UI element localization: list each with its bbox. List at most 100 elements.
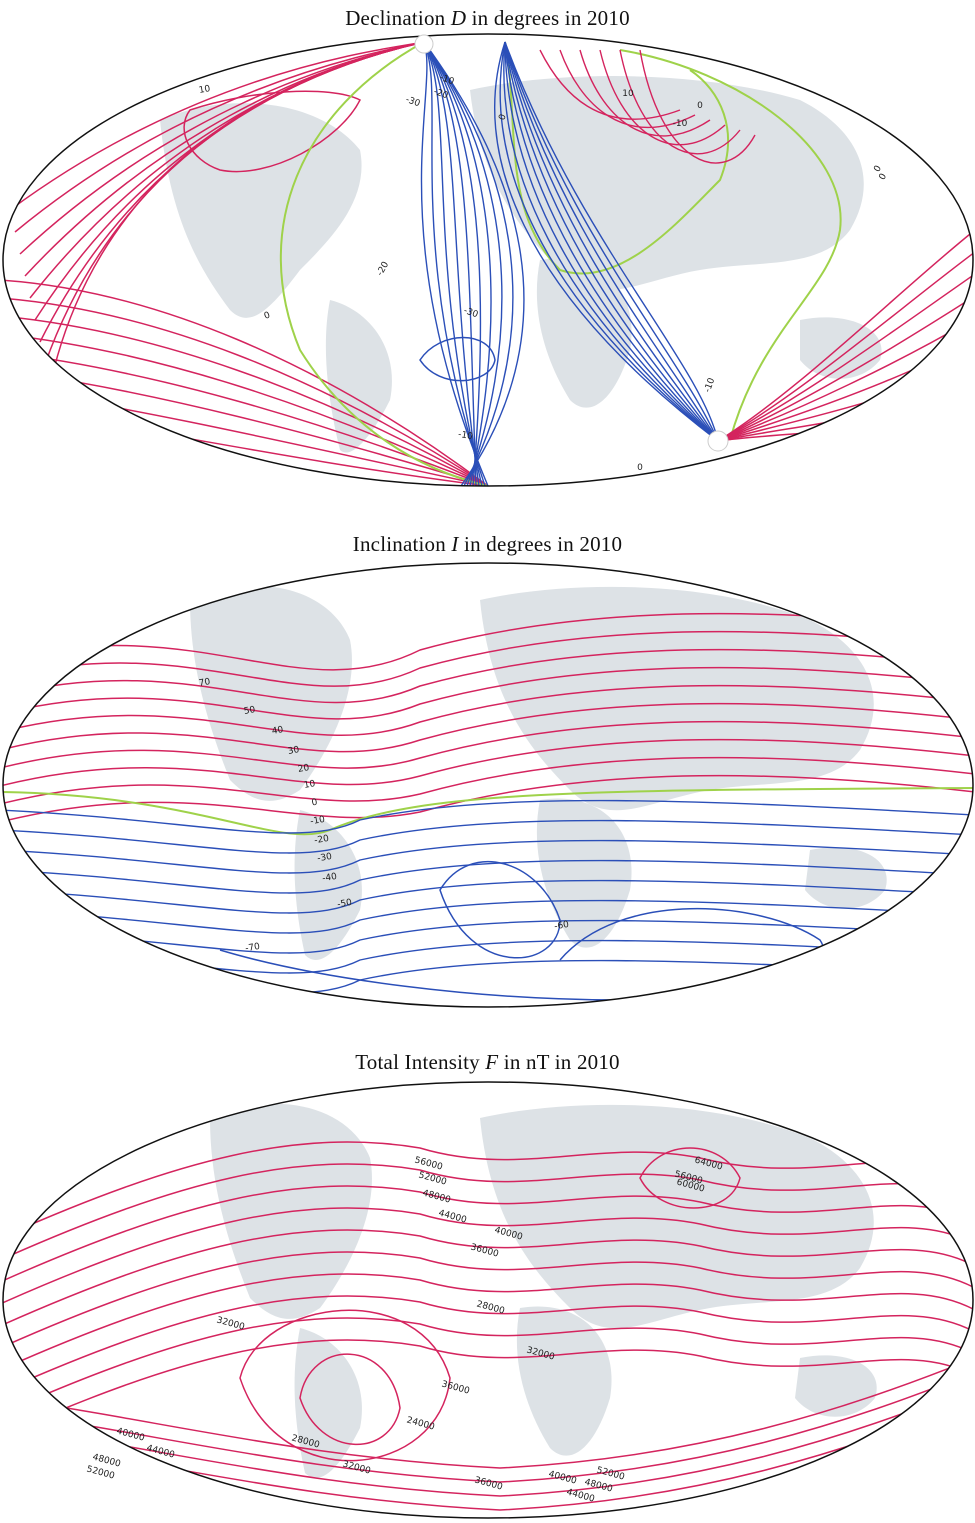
declination-zero-line [279, 41, 489, 486]
map-outline [2, 1081, 974, 1519]
inclination-contour-label: -60 [554, 920, 570, 932]
inclination-contour-label: -10 [310, 815, 326, 827]
declination-contour-label: -20 [375, 260, 391, 278]
declination-contour-line [499, 41, 719, 442]
inclination-contour-line [3, 774, 973, 823]
declination-contour-line [539, 49, 681, 120]
declination-contour-line [504, 41, 719, 442]
declination-contour-line [419, 336, 496, 382]
declination-contour-label: 0 [637, 463, 643, 473]
declination-contour-label: -20 [432, 87, 449, 102]
declination-contour-line [423, 41, 483, 486]
inclination-contour-label: -20 [314, 834, 330, 846]
declination-contour-line [49, 41, 425, 387]
intensity-contour-label: 44000 [145, 1444, 176, 1461]
intensity-contour-label: 32000 [215, 1316, 246, 1333]
declination-contour-label: 10 [198, 84, 211, 96]
intensity-contour-label: 40000 [115, 1427, 146, 1444]
intensity-contour-label: 52000 [595, 1466, 626, 1483]
intensity-contour-line [3, 1339, 973, 1437]
inclination-contour-line [3, 799, 973, 834]
intensity-contour-label: 36000 [440, 1380, 471, 1397]
landmass-layer [160, 76, 882, 453]
intensity-contour-label: 36000 [469, 1243, 500, 1260]
declination-contour-line [579, 49, 711, 137]
inclination-contour-line [3, 666, 973, 720]
declination-contour-line [599, 49, 726, 146]
inclination-contour-line [3, 720, 973, 769]
declination-panel: Declination D in degrees in 2010 10 0 -10-… [0, 0, 975, 490]
intensity-contour-line [3, 1357, 973, 1469]
inclination-contour-line [3, 859, 973, 894]
inclination-contour-line [3, 939, 973, 974]
declination-contour-line [423, 41, 503, 486]
inclination-contour-label: 30 [287, 745, 300, 757]
inclination-panel: Inclination I in degrees in 2010 70 50 40 3… [0, 520, 975, 1010]
inclination-contour-label: 50 [243, 705, 256, 717]
declination-contour-label: -30 [404, 95, 421, 110]
declination-contour-line [559, 49, 696, 128]
inclination-contour-line [3, 738, 973, 787]
declination-contour-line [423, 41, 477, 486]
intensity-contour-line [3, 1251, 973, 1349]
declination-contour-label: -10 [457, 430, 473, 442]
intensity-contour-line [3, 1163, 973, 1261]
inclination-contour-line [3, 839, 973, 874]
declination-contour-line [3, 315, 489, 486]
inclination-contour-label: 40 [271, 725, 284, 737]
intensity-contour-line [3, 1385, 973, 1497]
inclination-contour-line [3, 919, 973, 954]
inclination-contour-line [219, 949, 621, 1001]
inclination-contour-label: -40 [322, 872, 338, 884]
intensity-contour-label: 44000 [565, 1488, 596, 1505]
declination-contour-line [504, 41, 719, 442]
inclination-contours [3, 612, 973, 1001]
inclination-title: Inclination I in degrees in 2010 [352, 532, 623, 556]
declination-contour-label: -10 [703, 376, 718, 393]
declination-contour-label: 10 [622, 89, 634, 99]
inclination-contour-label: 20 [297, 763, 310, 775]
declination-contour-line [494, 41, 719, 442]
declination-contour-label: -10 [673, 119, 688, 129]
inclination-contour-label: -50 [337, 898, 353, 910]
declination-contour-label: -30 [462, 306, 479, 321]
inclination-contour-line [3, 630, 973, 687]
map-outline [2, 562, 974, 1008]
intensity-contour-label: 48000 [421, 1189, 452, 1206]
intensity-contour-label: 32000 [341, 1460, 372, 1477]
inclination-contour-label: 0 [311, 798, 319, 809]
intensity-contour-label: 40000 [547, 1470, 578, 1487]
intensity-contour-line [3, 1371, 973, 1483]
intensity-contour-label: 24000 [405, 1416, 436, 1433]
inclination-contour-label: -30 [317, 852, 333, 864]
declination-contour-line [3, 297, 489, 486]
declination-contour-line [503, 41, 719, 442]
intensity-map: 5600052000480004400040000360003200028000… [2, 1081, 974, 1519]
declination-contour-label: -10 [438, 73, 455, 88]
landmass-layer [210, 1103, 877, 1478]
inclination-contour-line [3, 756, 973, 805]
intensity-contour-label: 36000 [473, 1476, 504, 1493]
declination-contour-line [420, 41, 489, 486]
declination-contour-line [717, 229, 973, 442]
declination-contour-label: 0 [878, 172, 890, 182]
landmass-layer [190, 585, 887, 960]
declination-contour-line [3, 333, 489, 486]
intensity-contour-label: 52000 [417, 1171, 448, 1188]
inclination-contour-line [3, 819, 973, 854]
intensity-panel: Total Intensity F in nT in 2010 56000 520… [0, 1040, 975, 1523]
intensity-contour-line [3, 1229, 973, 1327]
inclination-contour-label: 10 [303, 779, 316, 791]
declination-contour-line [3, 279, 489, 486]
intensity-contour-line [3, 1317, 973, 1415]
declination-contour-line [619, 49, 741, 155]
declination-contour-label: 0 [697, 101, 703, 111]
intensity-contour-line [239, 1309, 451, 1462]
declination-contour-line [9, 41, 425, 211]
declination-contour-label: 0 [873, 164, 885, 174]
inclination-contour-label: 70 [198, 677, 211, 689]
inclination-zero-line [3, 787, 973, 836]
